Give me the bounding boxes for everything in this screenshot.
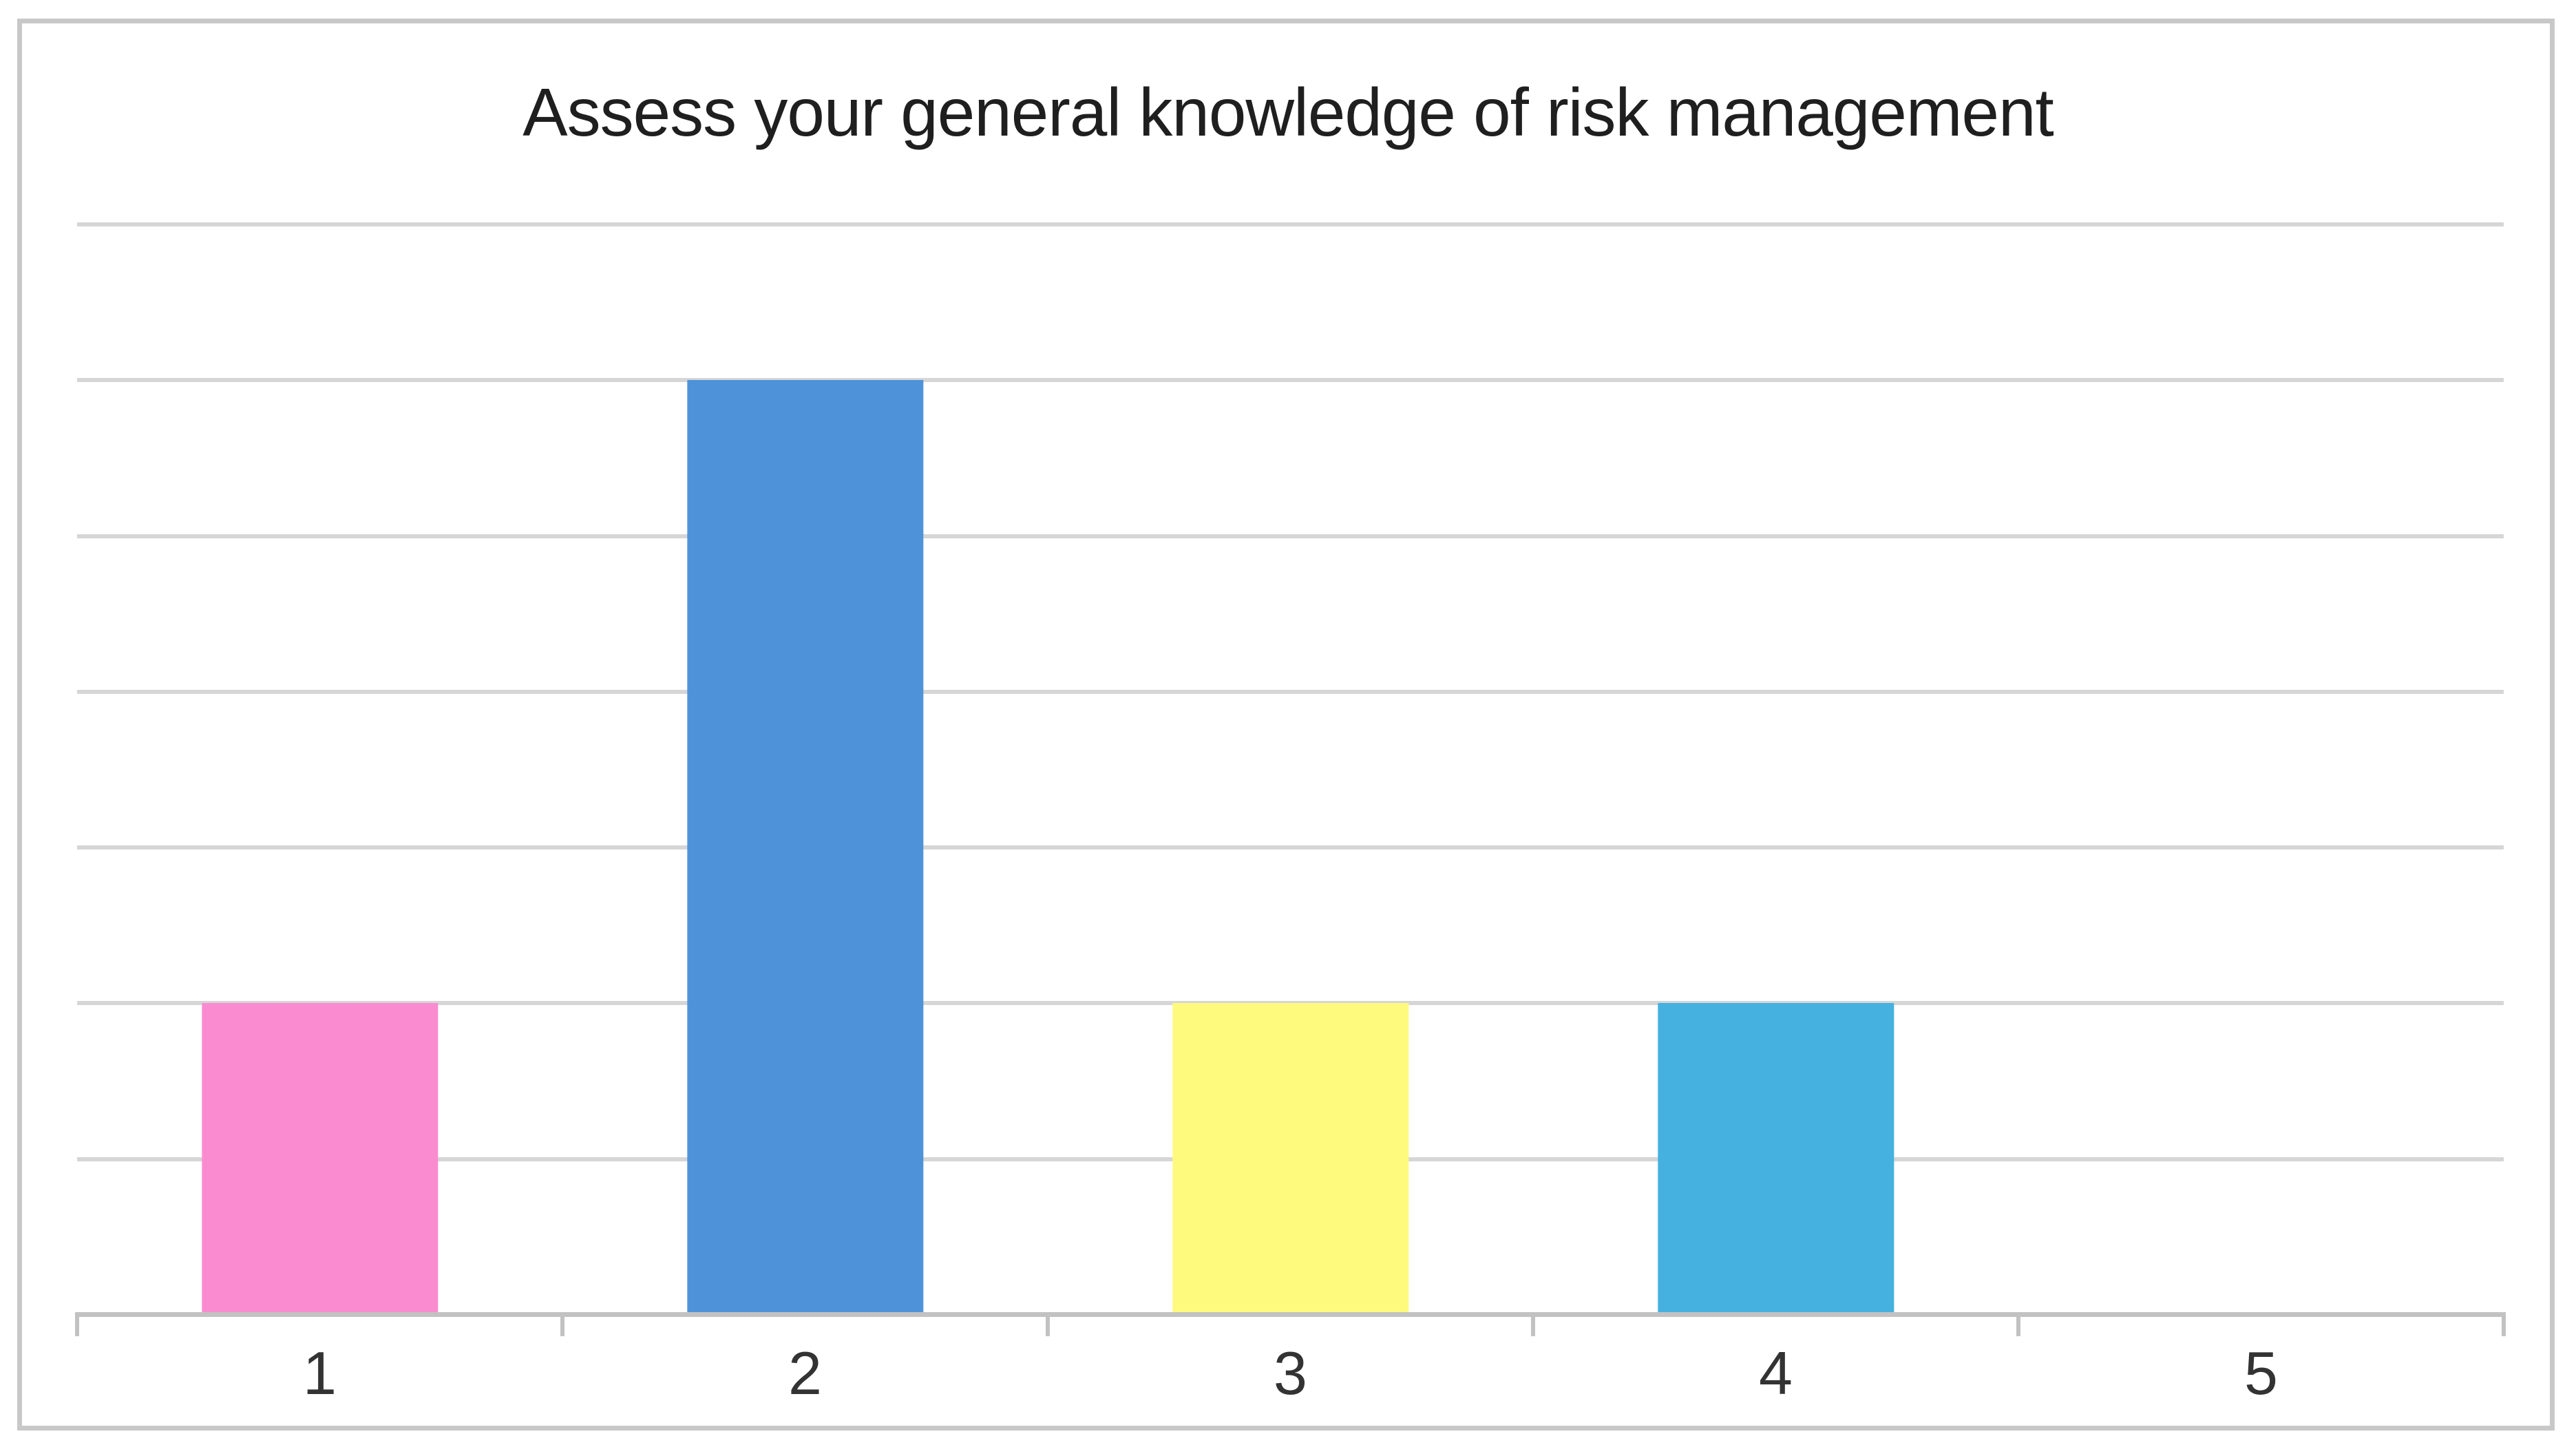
x-axis-label-1: 1 [303,1339,337,1407]
x-axis-label-3: 3 [1274,1339,1307,1407]
chart-title: Assess your general knowledge of risk ma… [522,74,2054,150]
x-axis-tick [1531,1317,1535,1336]
bar-category-2 [686,380,924,1315]
gridline [77,534,2504,538]
x-axis-label-4: 4 [1759,1339,1793,1407]
gridline [77,378,2504,383]
x-axis-tick [560,1317,564,1336]
x-axis-tick [75,1317,79,1336]
bar-category-4 [1657,1003,1894,1315]
x-axis-tick [1046,1317,1050,1336]
x-axis-label-2: 2 [788,1339,822,1407]
gridline [77,845,2504,850]
gridline [77,222,2504,226]
gridline [77,689,2504,694]
x-axis-tick [2502,1317,2506,1336]
plot-area: 1 2 3 4 5 [75,222,2506,1407]
x-axis-tick [2016,1317,2020,1336]
x-axis-line [75,1312,2506,1317]
bar-category-3 [1172,1003,1409,1315]
x-axis-label-5: 5 [2244,1339,2278,1407]
bar-category-1 [201,1003,439,1315]
